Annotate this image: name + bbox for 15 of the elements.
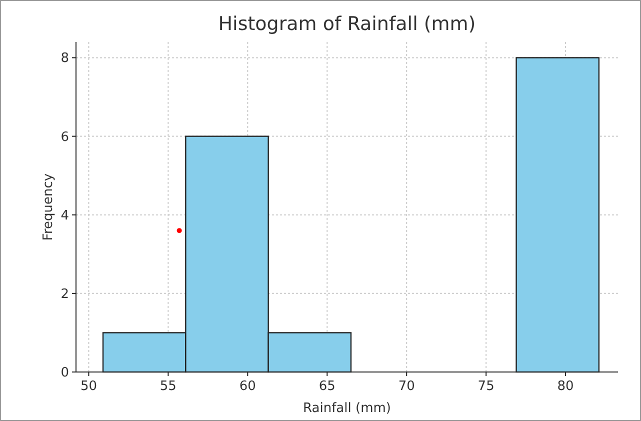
y-tick-label: 6 (60, 130, 69, 145)
x-axis-title: Rainfall (mm) (303, 401, 391, 416)
x-tick-label: 65 (318, 379, 336, 394)
y-tick-label: 0 (60, 366, 69, 380)
x-tick-label: 70 (398, 379, 415, 394)
x-tick-label: 50 (80, 379, 97, 394)
x-tick-label: 60 (239, 379, 256, 394)
x-tick-label: 75 (478, 379, 494, 394)
x-tick-label: 55 (160, 379, 176, 394)
y-axis-title: Frequency (41, 173, 56, 241)
chart-title: Histogram of Rainfall (mm) (218, 13, 476, 35)
y-tick-label: 8 (60, 51, 69, 66)
x-tick-label: 80 (557, 379, 574, 394)
y-tick-label: 2 (60, 286, 69, 302)
y-tick-label: 4 (60, 208, 69, 224)
